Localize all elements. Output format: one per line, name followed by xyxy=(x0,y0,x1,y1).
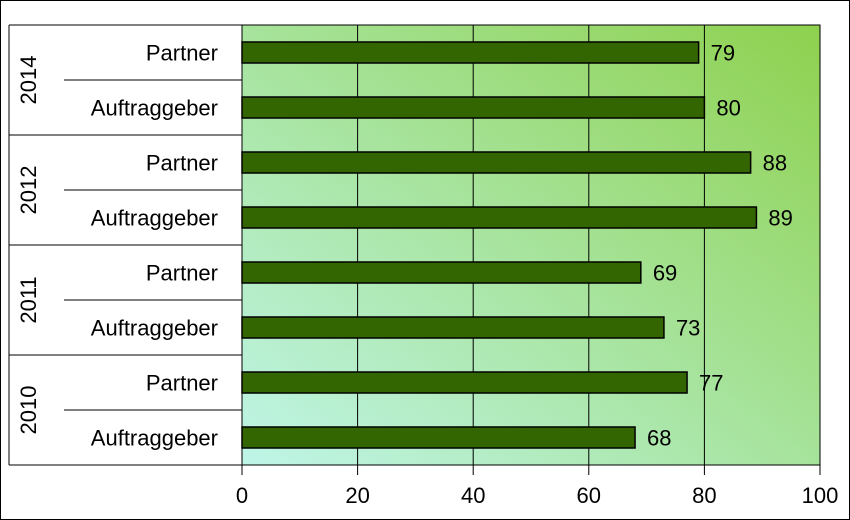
plot-area xyxy=(241,24,821,466)
x-tick-label: 40 xyxy=(461,483,485,508)
bar-value-label: 80 xyxy=(716,96,740,121)
x-tick-label: 100 xyxy=(802,483,839,508)
bar xyxy=(241,151,752,174)
year-label: 2014 xyxy=(16,56,41,105)
category-label: Auftraggeber xyxy=(91,316,218,341)
year-label: 2011 xyxy=(16,276,41,323)
bar-value-label: 68 xyxy=(647,426,671,451)
bar xyxy=(241,426,636,449)
bar-value-label: 73 xyxy=(676,316,700,341)
year-label: 2012 xyxy=(16,166,41,215)
bar-value-label: 88 xyxy=(763,151,787,176)
x-tick-label: 0 xyxy=(236,483,248,508)
bar xyxy=(241,261,642,284)
bar xyxy=(241,41,700,64)
bar xyxy=(241,206,758,229)
bar-value-label: 69 xyxy=(653,261,677,286)
category-label: Auftraggeber xyxy=(91,426,218,451)
x-tick-label: 20 xyxy=(345,483,369,508)
x-tick-label: 60 xyxy=(577,483,601,508)
bar-value-label: 89 xyxy=(768,206,792,231)
category-label: Partner xyxy=(146,41,218,66)
bar xyxy=(241,316,665,339)
category-label: Partner xyxy=(146,151,218,176)
x-tick-label: 80 xyxy=(692,483,716,508)
bar xyxy=(241,371,688,394)
axes: 0 20 40 60 80 100 Partner Auftraggeber 2014 Partn… xyxy=(8,24,839,508)
bar-value-label: 79 xyxy=(711,41,735,66)
year-label: 2010 xyxy=(16,386,41,435)
category-label: Auftraggeber xyxy=(91,206,218,231)
category-label: Partner xyxy=(146,261,218,286)
category-label: Auftraggeber xyxy=(91,96,218,121)
bar xyxy=(241,96,706,119)
category-label: Partner xyxy=(146,371,218,396)
bar-value-label: 77 xyxy=(699,371,723,396)
bars: 79 80 88 89 69 73 77 68 xyxy=(241,41,793,451)
